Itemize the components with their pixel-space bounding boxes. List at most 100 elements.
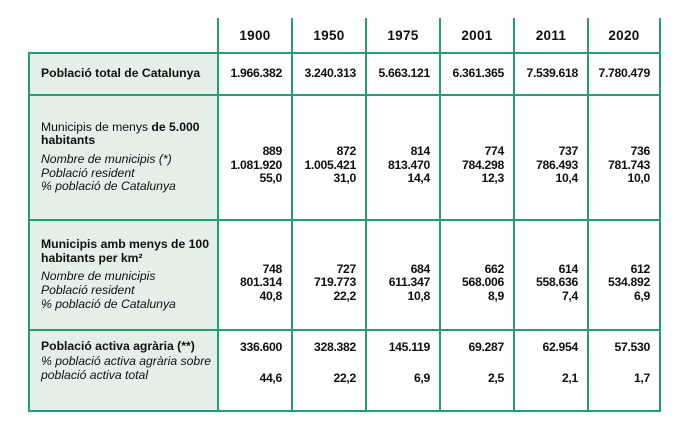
low-density-2020: 612 534.892 6,9 (587, 219, 661, 329)
row-label-under-5000: Municipis de menys de 5.000 habitants No… (28, 94, 217, 219)
value-poblacio: 719.773 (314, 275, 356, 290)
value-agrarian: 62.954 (542, 340, 579, 354)
value-percent: 6,9 (633, 288, 650, 303)
value-municipis: 814 (410, 144, 431, 159)
value-municipis: 774 (484, 144, 505, 159)
value-agrarian-percent: 44,6 (259, 370, 282, 385)
under-5000-1900: 889 1.081.920 55,0 (217, 94, 291, 219)
col-header-1900: 1900 (217, 18, 291, 52)
row-title-low-density-line1: Municipis amb menys de 100 (41, 237, 209, 252)
value-poblacio: 611.347 (388, 275, 431, 290)
total-population-2001: 6.361.365 (439, 52, 513, 94)
col-header-2011: 2011 (513, 18, 587, 52)
value-municipis: 889 (262, 144, 283, 159)
sublabel-nombre-municipis: Nombre de municipis (*) (41, 151, 172, 166)
value-agrarian-percent: 1,7 (633, 370, 650, 385)
row-title-agrarian: Població activa agrària (**) (41, 339, 195, 353)
col-header-2020: 2020 (587, 18, 661, 52)
value-percent: 14,4 (407, 171, 430, 186)
value-municipis: 614 (558, 261, 579, 276)
low-density-1900: 748 801.314 40,8 (217, 219, 291, 329)
agrarian-1950: 328.382 22,2 (291, 329, 365, 412)
sublabel-poblacio-resident: Població resident (41, 283, 135, 298)
value-agrarian-percent: 22,2 (333, 370, 356, 385)
col-header-1975: 1975 (365, 18, 439, 52)
agrarian-2020: 57.530 1,7 (587, 329, 661, 412)
sublabel-agrarian-line1: % població activa agrària sobre (41, 353, 212, 368)
under-5000-1975: 814 813.470 14,4 (365, 94, 439, 219)
value-percent: 10,4 (555, 171, 578, 186)
value-percent: 31,0 (333, 171, 356, 186)
under-5000-1950: 872 1.005.421 31,0 (291, 94, 365, 219)
value-percent: 55,0 (259, 171, 282, 186)
value-agrarian: 328.382 (314, 340, 356, 354)
value-percent: 12,3 (481, 171, 504, 186)
value-poblacio: 534.892 (608, 275, 650, 290)
sublabel-percent-catalunya: % població de Catalunya (41, 296, 176, 311)
agrarian-2001: 69.287 2,5 (439, 329, 513, 412)
total-population-1900: 1.966.382 (217, 52, 291, 94)
agrarian-1900: 336.600 44,6 (217, 329, 291, 412)
value-percent: 22,2 (333, 288, 356, 303)
title-regular-part: Municipis de menys (41, 119, 152, 134)
sublabel-agrarian-line2: població activa total (41, 368, 149, 383)
value-poblacio: 781.743 (608, 157, 650, 172)
col-header-2001: 2001 (439, 18, 513, 52)
low-density-1975: 684 611.347 10,8 (365, 219, 439, 329)
row-label-low-density: Municipis amb menys de 100 habitants per… (28, 219, 217, 329)
population-table: 1900 1950 1975 2001 2011 2020 Població t… (28, 18, 661, 412)
total-population-2011: 7.539.618 (513, 52, 587, 94)
row-title-under-5000-line1: Municipis de menys de 5.000 (41, 119, 211, 135)
under-5000-2020: 736 781.743 10,0 (587, 94, 661, 219)
value-municipis: 727 (336, 261, 357, 276)
row-title-total-population: Població total de Catalunya (41, 66, 201, 81)
value-poblacio: 813.470 (388, 157, 430, 172)
value-poblacio: 1.005.421 (304, 157, 356, 172)
value-poblacio: 568.006 (462, 275, 504, 290)
value-poblacio: 558.636 (536, 275, 578, 290)
total-population-1950: 3.240.313 (291, 52, 365, 94)
low-density-2011: 614 558.636 7,4 (513, 219, 587, 329)
col-header-1950: 1950 (291, 18, 365, 52)
value-agrarian: 57.530 (614, 340, 651, 354)
value-percent: 7,4 (561, 288, 578, 303)
total-population-2020: 7.780.479 (587, 52, 661, 94)
value-municipis: 737 (558, 144, 579, 159)
value-agrarian: 336.600 (240, 340, 282, 354)
value-municipis: 748 (262, 261, 283, 276)
value-poblacio: 801.314 (240, 275, 282, 290)
value-agrarian: 69.287 (468, 340, 505, 354)
value-percent: 8,9 (487, 288, 504, 303)
value-municipis: 872 (336, 144, 357, 159)
total-population-1975: 5.663.121 (365, 52, 439, 94)
row-label-total-population: Població total de Catalunya (28, 52, 217, 94)
value-agrarian: 145.119 (388, 340, 431, 354)
value-percent: 40,8 (259, 288, 282, 303)
value-poblacio: 1.081.920 (230, 157, 282, 172)
value-percent: 10,8 (407, 288, 430, 303)
agrarian-2011: 62.954 2,1 (513, 329, 587, 412)
low-density-2001: 662 568.006 8,9 (439, 219, 513, 329)
value-municipis: 684 (410, 261, 431, 276)
value-municipis: 662 (484, 261, 505, 276)
value-agrarian-percent: 6,9 (413, 370, 430, 385)
value-percent: 10,0 (627, 171, 650, 186)
row-label-agrarian: Població activa agrària (**) % població … (28, 329, 217, 412)
value-poblacio: 786.493 (536, 157, 578, 172)
agrarian-1975: 145.119 6,9 (365, 329, 439, 412)
value-municipis: 612 (630, 261, 651, 276)
row-title-low-density-line2: habitants per km² (41, 250, 143, 265)
value-agrarian-percent: 2,5 (487, 370, 504, 385)
under-5000-2011: 737 786.493 10,4 (513, 94, 587, 219)
value-agrarian-percent: 2,1 (561, 370, 578, 385)
row-title-under-5000-line2: habitants (41, 133, 96, 148)
sublabel-poblacio-resident: Població resident (41, 165, 135, 180)
title-bold-part: de 5.000 (151, 119, 200, 134)
header-empty-cell (28, 18, 217, 52)
sublabel-percent-catalunya: % població de Catalunya (41, 179, 176, 194)
low-density-1950: 727 719.773 22,2 (291, 219, 365, 329)
value-municipis: 736 (630, 144, 651, 159)
under-5000-2001: 774 784.298 12,3 (439, 94, 513, 219)
value-poblacio: 784.298 (462, 157, 504, 172)
